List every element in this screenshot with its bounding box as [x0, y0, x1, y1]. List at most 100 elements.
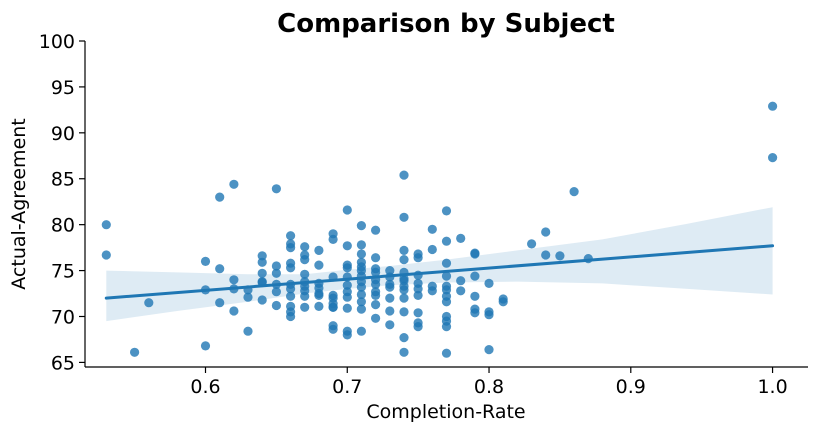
data-point: [456, 233, 466, 243]
data-point: [498, 297, 508, 307]
data-point: [385, 320, 395, 330]
data-point: [555, 251, 565, 261]
data-point: [427, 224, 437, 234]
y-tick-label: 75: [51, 261, 75, 283]
data-point: [286, 291, 296, 301]
data-point: [385, 306, 395, 316]
data-point: [427, 286, 437, 296]
data-point: [257, 251, 267, 261]
y-tick-label: 65: [51, 352, 75, 374]
data-point: [286, 231, 296, 241]
data-point: [356, 282, 366, 292]
data-point: [470, 271, 480, 281]
data-point: [314, 301, 324, 311]
data-point: [342, 292, 352, 302]
data-point: [768, 153, 778, 163]
x-tick-label: 0.7: [332, 376, 362, 398]
data-point: [441, 297, 452, 307]
y-tick-label: 85: [51, 169, 75, 191]
data-point: [399, 255, 409, 265]
data-point: [385, 293, 395, 303]
data-point: [215, 192, 225, 202]
data-point: [271, 184, 281, 194]
data-point: [342, 205, 352, 215]
data-point: [484, 278, 494, 288]
data-point: [328, 324, 338, 334]
data-point: [441, 285, 452, 295]
data-point: [328, 302, 338, 312]
data-point: [399, 307, 409, 317]
data-point: [356, 326, 366, 336]
data-point: [470, 308, 480, 318]
data-point: [456, 286, 466, 296]
y-tick-label: 100: [39, 31, 75, 53]
data-point: [470, 291, 480, 301]
data-point: [541, 227, 551, 237]
data-point: [371, 267, 381, 277]
y-tick-label: 90: [51, 123, 75, 145]
data-point: [371, 279, 381, 289]
chart-title: Comparison by Subject: [277, 9, 615, 39]
data-point: [413, 253, 423, 263]
data-point: [399, 293, 409, 303]
y-ticks: 65 70 75 80 85 90 95 100: [39, 31, 85, 374]
data-point: [385, 282, 395, 292]
data-point: [229, 306, 239, 316]
data-point: [569, 187, 579, 197]
data-point: [286, 243, 296, 253]
data-point: [356, 297, 366, 307]
data-point: [413, 290, 423, 300]
data-point: [286, 263, 296, 273]
data-point: [243, 326, 253, 336]
data-point: [257, 268, 267, 278]
data-point: [399, 285, 409, 295]
data-point: [328, 293, 338, 303]
x-tick-label: 0.9: [616, 376, 646, 398]
data-point: [342, 241, 352, 251]
data-point: [229, 275, 239, 285]
data-point: [527, 239, 537, 249]
data-point: [300, 255, 310, 265]
data-point: [371, 253, 381, 263]
x-tick-label: 0.8: [474, 376, 504, 398]
data-point: [371, 313, 381, 323]
data-point: [300, 291, 310, 301]
data-point: [130, 347, 140, 357]
data-point: [200, 256, 211, 266]
data-point: [314, 260, 324, 270]
data-point: [271, 287, 281, 297]
data-point: [286, 311, 296, 322]
data-point: [356, 221, 366, 231]
data-point: [328, 234, 338, 244]
regression-line: [104, 244, 775, 300]
data-point: [271, 268, 281, 278]
data-point: [300, 242, 310, 252]
data-point: [215, 264, 225, 274]
data-point: [356, 249, 366, 259]
data-point: [257, 295, 267, 305]
data-point: [286, 284, 296, 294]
regression-line-layer: [104, 244, 775, 300]
data-point: [101, 250, 111, 260]
data-point: [768, 101, 778, 111]
data-point: [441, 348, 452, 358]
data-point: [300, 302, 310, 312]
data-point: [399, 276, 409, 286]
x-ticks: 0.6 0.7 0.8 0.9 1.0: [190, 367, 788, 398]
data-point: [229, 179, 239, 189]
data-point: [257, 257, 267, 267]
data-point: [342, 330, 352, 340]
data-point: [356, 304, 366, 314]
data-point: [342, 303, 352, 313]
data-point: [441, 258, 452, 268]
data-point: [356, 289, 366, 300]
data-point: [215, 298, 225, 308]
data-point: [441, 271, 452, 281]
data-point: [427, 244, 437, 255]
data-point: [441, 206, 452, 216]
y-axis-label: Actual-Agreement: [8, 118, 30, 289]
data-point: [243, 292, 253, 302]
data-point: [441, 322, 452, 332]
data-point: [271, 300, 281, 311]
data-point: [413, 322, 423, 332]
